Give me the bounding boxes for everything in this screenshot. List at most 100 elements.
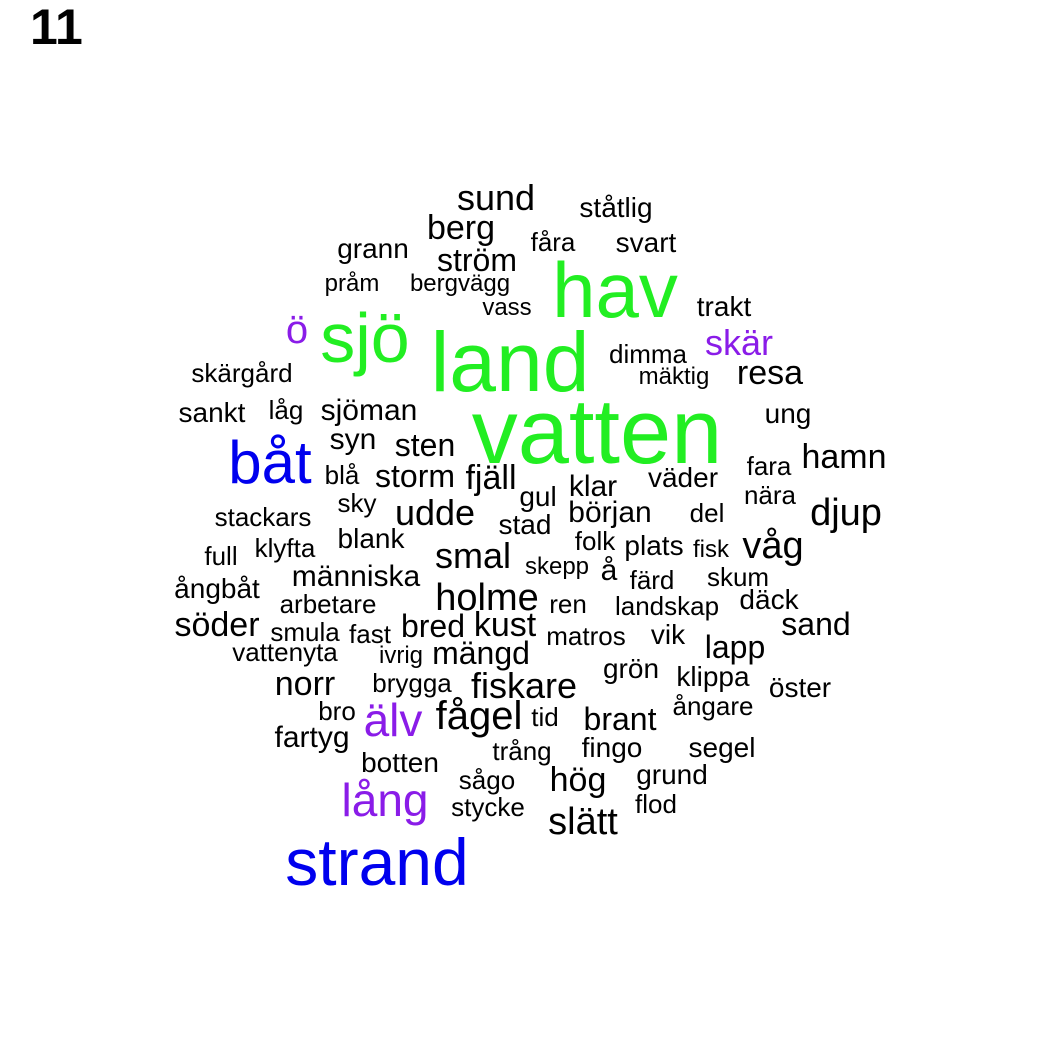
- cloud-word: stad: [498, 509, 552, 540]
- cloud-word: kust: [473, 606, 537, 644]
- cloud-word: fjäll: [465, 459, 517, 497]
- cloud-word: sågo: [458, 765, 516, 795]
- cloud-word: stackars: [214, 502, 312, 532]
- cloud-word: fågel: [435, 694, 523, 738]
- cloud-word: öster: [768, 672, 832, 703]
- cloud-word: full: [204, 541, 238, 571]
- cloud-word: lapp: [704, 629, 766, 665]
- cloud-word: sky: [337, 488, 377, 518]
- cloud-word: segel: [688, 732, 756, 763]
- cloud-word: syn: [329, 423, 377, 456]
- cloud-word: grön: [602, 653, 660, 684]
- cloud-word: slätt: [548, 801, 618, 843]
- cloud-word: lång: [341, 774, 429, 826]
- cloud-word: fisk: [693, 536, 729, 563]
- cloud-word: ung: [764, 398, 812, 429]
- cloud-word: hög: [549, 761, 607, 799]
- cloud-word: plats: [624, 530, 684, 561]
- cloud-word: vass: [482, 294, 532, 321]
- cloud-word: stycke: [451, 792, 525, 822]
- panel-label: 11: [30, 0, 83, 55]
- cloud-word: fartyg: [274, 721, 350, 754]
- cloud-word: bergvägg: [409, 270, 511, 297]
- cloud-word: vik: [650, 619, 686, 650]
- cloud-word: gul: [519, 481, 557, 512]
- cloud-word: norr: [274, 665, 336, 703]
- cloud-word: trakt: [696, 291, 752, 322]
- cloud-word: mängd: [432, 635, 530, 671]
- cloud-word: ö: [285, 308, 309, 352]
- cloud-word: storm: [375, 458, 455, 494]
- cloud-word: våg: [742, 525, 804, 567]
- cloud-word: botten: [361, 747, 439, 778]
- cloud-word: skum: [706, 562, 770, 592]
- cloud-word: sjö: [320, 299, 410, 377]
- cloud-word: låg: [268, 395, 304, 425]
- cloud-word: landskap: [614, 591, 720, 621]
- cloud-word: blank: [337, 523, 405, 554]
- cloud-word: sjöman: [320, 394, 418, 427]
- cloud-word: däck: [739, 584, 799, 615]
- cloud-word: fara: [746, 451, 792, 481]
- cloud-word: ivrig: [378, 642, 424, 669]
- cloud-word: bred: [400, 608, 466, 644]
- cloud-word: ståtlig: [579, 192, 653, 223]
- cloud-word: pråm: [324, 270, 380, 297]
- cloud-word: fåra: [530, 227, 576, 257]
- cloud-word: sund: [456, 177, 536, 218]
- cloud-word: land: [430, 315, 590, 409]
- cloud-word: brant: [583, 701, 657, 737]
- cloud-word: ström: [437, 242, 517, 278]
- cloud-word: färd: [629, 565, 675, 595]
- cloud-word: klippa: [676, 661, 750, 692]
- cloud-word: smula: [270, 617, 340, 647]
- cloud-word: blå: [324, 460, 360, 490]
- cloud-word: väder: [647, 462, 719, 493]
- cloud-word: sankt: [178, 397, 246, 428]
- cloud-word: skepp: [524, 553, 590, 580]
- cloud-word: berg: [426, 209, 496, 247]
- cloud-word: smal: [434, 535, 512, 576]
- cloud-word: flod: [635, 789, 677, 819]
- cloud-word: söder: [174, 606, 260, 644]
- cloud-word: folk: [574, 526, 616, 556]
- cloud-word: strand: [285, 825, 469, 899]
- cloud-word: hamn: [801, 438, 887, 476]
- cloud-word: skärgård: [191, 358, 293, 388]
- cloud-word: nära: [743, 480, 797, 510]
- cloud-word: udde: [394, 492, 476, 533]
- cloud-word: fast: [349, 619, 391, 649]
- cloud-word: matros: [546, 621, 626, 651]
- cloud-word: skär: [704, 322, 774, 363]
- cloud-word: fingo: [581, 732, 643, 763]
- cloud-word: trång: [492, 736, 552, 766]
- cloud-word: resa: [736, 354, 804, 392]
- cloud-word: mäktig: [638, 363, 710, 390]
- cloud-word: del: [689, 498, 725, 528]
- cloud-word: klar: [568, 470, 618, 503]
- cloud-word: hav: [552, 246, 678, 334]
- cloud-word: älv: [363, 694, 423, 746]
- cloud-word: ren: [549, 589, 587, 619]
- cloud-word: sten: [394, 427, 456, 463]
- cloud-word: tid: [531, 702, 559, 732]
- cloud-word: holme: [435, 577, 539, 619]
- cloud-word: brygga: [372, 668, 452, 698]
- cloud-word: vatten: [471, 381, 723, 483]
- cloud-word: bro: [318, 696, 356, 726]
- cloud-word: fiskare: [470, 665, 578, 706]
- cloud-word: sand: [781, 606, 851, 642]
- cloud-word: ångbåt: [174, 573, 260, 604]
- cloud-word: dimma: [608, 339, 688, 369]
- cloud-word: svart: [615, 227, 677, 258]
- cloud-word: början: [568, 496, 652, 529]
- cloud-word: klyfta: [254, 533, 316, 563]
- cloud-word: grund: [636, 759, 708, 790]
- cloud-word: arbetare: [279, 589, 377, 619]
- cloud-word: människa: [291, 560, 421, 593]
- cloud-word: djup: [810, 492, 882, 534]
- cloud-word: ångare: [672, 691, 754, 721]
- cloud-word: å: [600, 554, 618, 587]
- cloud-word: grann: [337, 233, 409, 264]
